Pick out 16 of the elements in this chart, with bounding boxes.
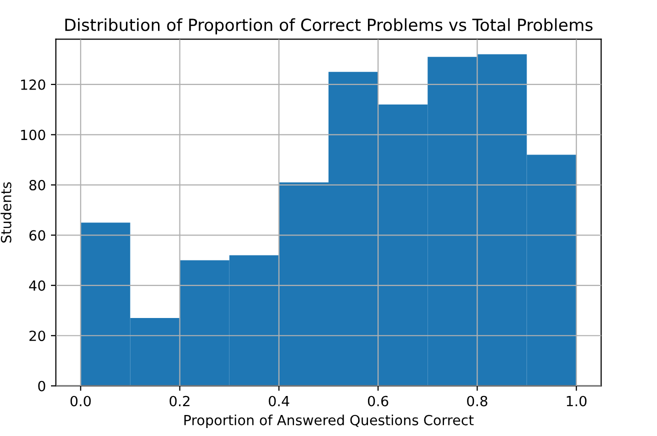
x-tick-label: 0.8 (467, 396, 488, 406)
x-tick-label: 0.6 (368, 396, 388, 406)
y-tick-label: 40 (29, 280, 46, 291)
chart-title: Distribution of Proportion of Correct Problems vs Total Problems (65, 18, 593, 34)
x-tick-label: 0.2 (170, 396, 190, 406)
x-axis-title: Proportion of Answered Questions Correct (184, 414, 474, 428)
y-tick-label: 20 (29, 330, 46, 342)
y-tick-label: 60 (29, 230, 46, 241)
x-tick-label: 1.0 (566, 396, 586, 406)
x-tick-label: 0.0 (70, 396, 91, 406)
x-tick-label: 0.4 (268, 396, 290, 406)
y-tick-label: 120 (21, 79, 46, 90)
y-tick-label: 80 (29, 180, 46, 190)
y-tick-label: 0 (38, 380, 46, 392)
y-axis-title: Students (0, 182, 12, 243)
y-tick-label: 100 (21, 130, 46, 140)
